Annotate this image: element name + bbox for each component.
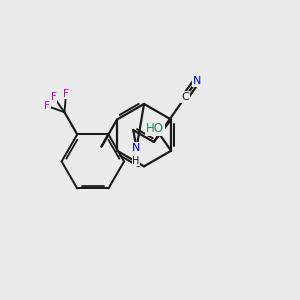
Text: N: N — [132, 143, 141, 153]
Text: H: H — [132, 156, 140, 166]
Text: N: N — [193, 76, 201, 85]
Text: F: F — [44, 101, 50, 111]
Text: F: F — [51, 92, 57, 102]
Text: C: C — [181, 92, 189, 102]
Text: HO: HO — [146, 122, 164, 135]
Text: F: F — [63, 88, 69, 99]
